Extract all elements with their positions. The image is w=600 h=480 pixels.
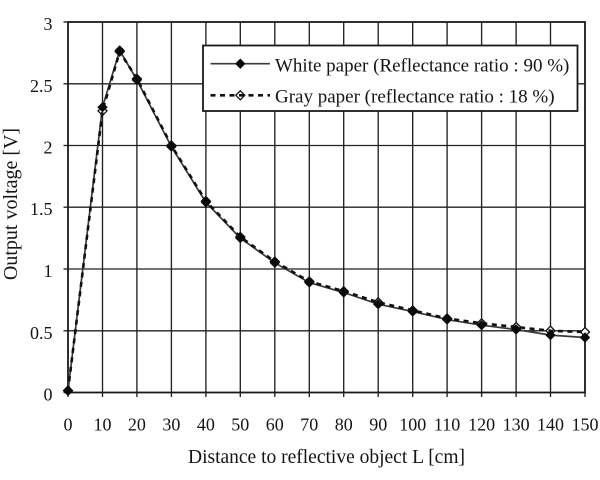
svg-text:2.5: 2.5 [30, 76, 53, 96]
svg-text:120: 120 [468, 415, 495, 435]
svg-text:0: 0 [64, 415, 73, 435]
svg-text:0.5: 0.5 [30, 323, 53, 343]
svg-text:Distance to reflective object: Distance to reflective object L [cm] [188, 447, 465, 468]
svg-text:10: 10 [94, 415, 112, 435]
svg-text:110: 110 [434, 415, 460, 435]
svg-text:70: 70 [300, 415, 318, 435]
svg-text:3: 3 [44, 14, 53, 34]
svg-text:50: 50 [231, 415, 249, 435]
svg-text:100: 100 [399, 415, 426, 435]
svg-text:90: 90 [369, 415, 387, 435]
svg-text:0: 0 [44, 385, 53, 405]
svg-text:150: 150 [572, 415, 599, 435]
svg-text:30: 30 [162, 415, 180, 435]
svg-text:60: 60 [266, 415, 284, 435]
svg-text:20: 20 [128, 415, 146, 435]
svg-text:2: 2 [44, 138, 53, 158]
svg-text:Output voltage [V]: Output voltage [V] [0, 128, 22, 280]
svg-text:80: 80 [335, 415, 353, 435]
svg-text:140: 140 [537, 415, 564, 435]
svg-text:1.5: 1.5 [30, 199, 53, 219]
svg-text:130: 130 [503, 415, 530, 435]
svg-text:40: 40 [197, 415, 215, 435]
svg-text:White paper (Reflectance ratio: White paper (Reflectance ratio : 90 %) [275, 56, 569, 77]
svg-text:Gray paper (reflectance ratio: Gray paper (reflectance ratio : 18 %) [275, 87, 555, 108]
svg-text:1: 1 [44, 261, 53, 281]
